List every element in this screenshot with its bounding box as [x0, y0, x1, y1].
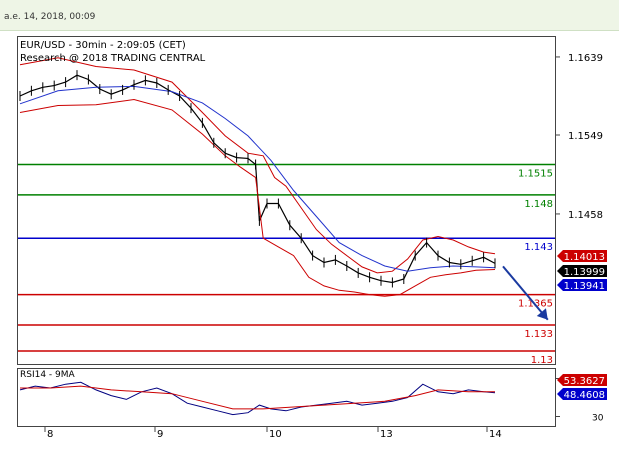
- price-tag: 1.13999: [564, 267, 605, 278]
- forecast-arrow-line: [502, 265, 549, 321]
- x-tick-label: 8: [47, 429, 53, 440]
- x-tick-label: 10: [269, 429, 282, 440]
- level-label: 1.133: [524, 329, 553, 340]
- bollinger-lower-series: [19, 98, 496, 297]
- moving-average-series: [19, 85, 496, 272]
- rsi-series: [19, 381, 496, 416]
- price-tag: 1.14013: [564, 252, 605, 263]
- level-label: 1.13: [531, 355, 553, 366]
- x-tick-label: 14: [489, 429, 502, 440]
- rsi-tag: 53.3627: [564, 376, 605, 387]
- rsi-ma-series: [20, 385, 495, 410]
- header-timestamp: a.e. 14, 2018, 00:09: [4, 12, 96, 22]
- rsi-tag-bg: [557, 388, 607, 400]
- price-tag-bg: [557, 279, 607, 291]
- y-tick-label: 1.1549: [568, 131, 603, 142]
- header-bar: a.e. 14, 2018, 00:09: [0, 0, 619, 31]
- price-series: [19, 74, 496, 284]
- level-label: 1.148: [524, 199, 553, 210]
- rsi-title: RSI14 - 9MA: [20, 370, 76, 380]
- rsi-panel-frame: [17, 368, 556, 427]
- bollinger-upper-series: [19, 57, 496, 274]
- level-label: 1.1515: [518, 169, 553, 180]
- price-tag-bg: [557, 265, 607, 277]
- main-panel-frame: [17, 36, 556, 365]
- y-tick-label: 1.1458: [568, 210, 603, 221]
- x-tick-label: 13: [380, 429, 393, 440]
- x-tick-label: 9: [157, 429, 163, 440]
- chart-title: EUR/USD - 30min - 2:09:05 (CET): [20, 40, 186, 51]
- price-tag-bg: [557, 250, 607, 262]
- level-label: 1.143: [524, 242, 553, 253]
- rsi-tag-bg: [557, 374, 607, 386]
- chart-subtitle: Research @ 2018 TRADING CENTRAL: [20, 53, 206, 64]
- price-tag: 1.13941: [564, 281, 605, 292]
- rsi-y-tick-label: 30: [592, 414, 604, 424]
- rsi-tag: 48.4608: [564, 390, 605, 401]
- y-tick-label: 1.1639: [568, 53, 603, 64]
- forecast-arrow-head: [536, 308, 548, 320]
